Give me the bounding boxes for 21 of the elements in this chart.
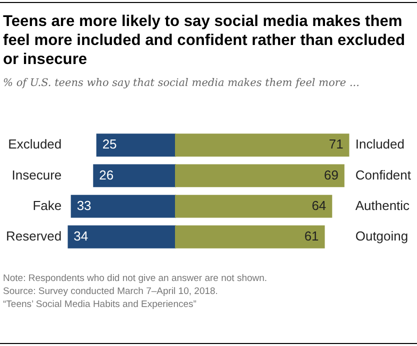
y-tick-label: Outgoing xyxy=(355,228,408,244)
data-label: 64 xyxy=(312,198,326,213)
y-tick-label: Excluded xyxy=(8,136,62,152)
y-tick-label: Included xyxy=(355,136,405,152)
y-tick-label: Confident xyxy=(355,167,412,182)
data-label: 33 xyxy=(76,198,92,213)
y-tick-label: Reserved xyxy=(6,228,62,244)
source-note: Source: Survey conducted March 7–April 10, 2018. xyxy=(3,285,219,298)
chart-title: Teens are more likely to say social media makes them feel more included and confident rather than excluded or insecure xyxy=(3,12,406,69)
y-tick-label: Fake xyxy=(32,198,62,213)
text: “Teens’ Social Media Habits and Experiences” xyxy=(3,298,198,311)
data-label: 25 xyxy=(102,136,117,152)
data-label: 71 xyxy=(328,136,344,152)
data-label: 34 xyxy=(74,228,88,244)
chart-subtitle: % of U.S. teens who say that social media makes them feel more ... xyxy=(3,77,360,89)
data-label: 69 xyxy=(324,167,338,182)
data-label: 61 xyxy=(304,228,319,244)
y-tick-label: Authentic xyxy=(355,198,410,213)
y-tick-label: Insecure xyxy=(12,167,62,182)
data-label: 26 xyxy=(99,167,114,182)
text: Note: Respondents who did not give an answer are not shown. xyxy=(3,272,268,285)
